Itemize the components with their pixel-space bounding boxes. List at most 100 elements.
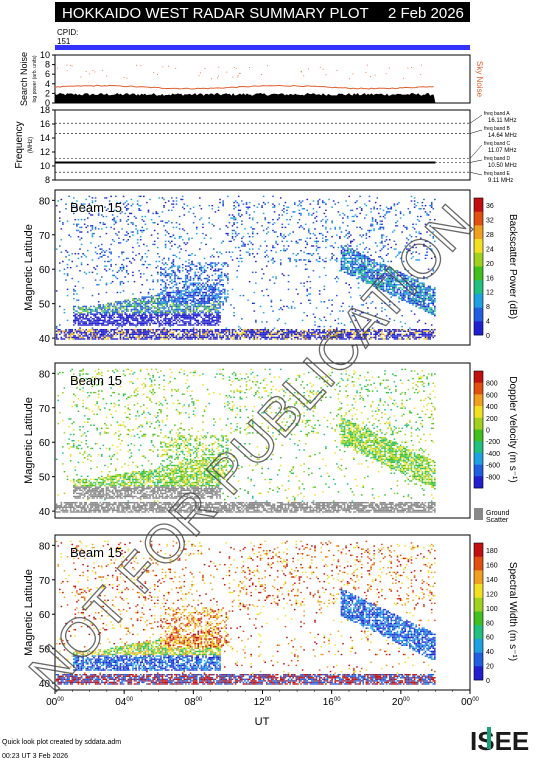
scatter-cell [228,338,231,340]
scatter-cell [194,271,196,274]
scatter-cell [248,332,251,334]
scatter-cell [275,338,277,340]
scatter-cell [202,310,204,312]
scatter-cell [115,307,117,309]
scatter-cell [399,271,402,274]
scatter-cell [356,251,358,253]
scatter-cell [211,265,214,267]
scatter-cell [177,304,179,306]
scatter-cell [132,324,134,326]
scatter-cell [144,310,147,312]
scatter-cell [206,294,209,297]
scatter-cell [321,237,324,239]
scatter-cell [275,276,277,278]
scatter-cell [292,253,295,255]
scatter-cell [122,321,125,323]
scatter-cell [365,333,368,336]
scatter-cell [185,335,187,337]
sky-noise-point [140,65,142,67]
scatter-cell [309,253,312,255]
scatter-cell [72,321,75,323]
sky-noise-point [235,67,237,69]
scatter-cell [125,310,128,312]
scatter-cell [152,296,154,298]
scatter-cell [194,313,196,315]
scatter-cell [167,274,170,277]
scatter-cell [359,338,361,340]
scatter-cell [216,294,218,297]
sky-noise-point [217,75,219,77]
scatter-cell [276,235,279,238]
frequency-ytick-label: 8 [45,175,50,185]
scatter-cell [205,335,207,337]
scatter-cell [183,316,186,318]
scatter-cell [96,332,98,334]
scatter-cell [379,265,382,267]
scatter-cell [219,336,221,339]
scatter-cell [132,318,134,320]
scatter-cell [236,276,238,278]
scatter-cell [217,310,220,312]
scatter-cell [393,330,396,332]
scatter-cell [279,234,282,236]
scatter-cell [374,330,377,332]
scatter-cell [129,336,131,339]
scatter-cell [199,288,201,291]
scatter-cell [195,285,198,287]
scatter-cell [393,273,396,275]
scatter-cell [77,280,80,283]
scatter-cell [396,203,399,205]
scatter-cell [143,335,145,337]
scatter-cell [178,257,181,260]
scatter-cell [402,214,405,216]
scatter-cell [174,322,176,325]
scatter-cell [387,273,389,275]
scatter-cell [399,335,402,337]
scatter-cell [200,304,203,306]
scatter-cell [379,215,382,218]
scatter-cell [244,228,246,230]
scatter-cell [365,279,368,281]
scatter-cell [66,319,69,322]
scatter-cell [342,302,344,305]
scatter-cell [169,324,172,326]
scatter-cell [384,338,386,340]
scatter-cell [206,284,209,286]
scatter-cell [306,243,309,246]
scatter-cell [181,206,184,208]
scatter-cell [127,332,130,334]
scatter-cell [261,290,263,292]
scatter-cell [186,315,189,317]
scatter-cell [367,276,369,278]
scatter-cell [348,305,351,308]
scatter-cell [303,332,305,334]
scatter-cell [345,335,347,337]
scatter-cell [72,338,75,340]
scatter-cell [192,284,195,286]
scatter-cell [205,321,207,323]
scatter-cell [192,222,195,224]
scatter-cell [359,254,361,256]
scatter-cell [166,274,168,277]
scatter-cell [390,333,393,336]
scatter-cell [65,335,67,337]
scatter-cell [413,243,416,246]
scatter-cell [127,302,130,305]
scatter-cell [262,212,265,215]
scatter-cell [108,248,111,250]
scatter-cell [367,268,369,270]
scatter-cell [91,271,94,274]
scatter-cell [264,338,267,340]
scatter-cell [97,321,100,323]
scatter-cell [144,302,147,305]
scatter-cell [315,259,318,261]
scatter-cell [167,259,170,261]
scatter-cell [65,256,67,258]
scatter-cell [306,242,309,244]
scatter-cell [102,307,105,309]
scatter-cell [200,335,203,337]
scatter-cell [321,330,324,332]
scatter-cell [125,200,128,202]
scatter-cell [393,333,396,336]
scatter-cell [356,200,358,202]
